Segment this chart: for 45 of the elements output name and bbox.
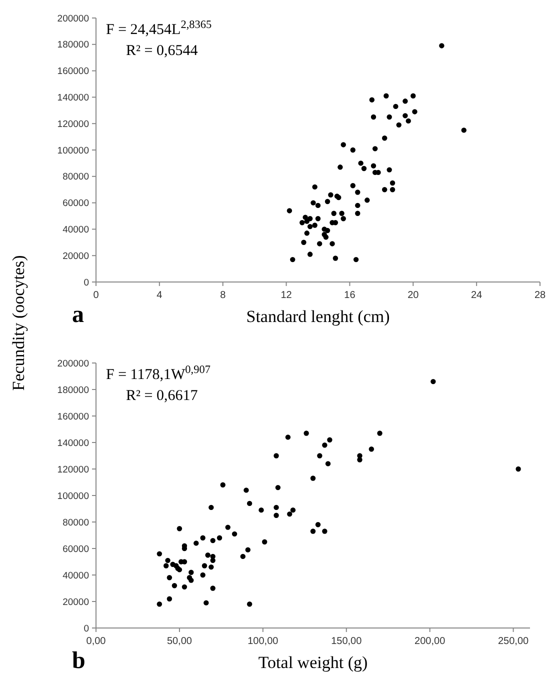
x-tick-label: 200,00 bbox=[414, 636, 446, 647]
y-tick-label: 40000 bbox=[62, 224, 89, 236]
x-axis-title: Standard lenght (cm) bbox=[246, 307, 390, 326]
y-tick-label: 140000 bbox=[57, 92, 89, 104]
annotation: F = 24,454L$^{2,8365}$ bbox=[106, 19, 212, 38]
y-tick-label: 20000 bbox=[62, 250, 89, 262]
y-tick-label: 160000 bbox=[57, 411, 89, 422]
y-tick-label: 140000 bbox=[57, 438, 89, 449]
y-tick-label: 120000 bbox=[57, 464, 89, 476]
annotation: R² = 0,6617 bbox=[126, 388, 198, 404]
x-tick-label: 150,00 bbox=[331, 636, 362, 647]
y-tick-label: 100000 bbox=[57, 145, 89, 156]
y-tick-label: 60000 bbox=[62, 544, 89, 555]
x-tick-label: 50,00 bbox=[166, 636, 192, 647]
x-tick-label: 4 bbox=[156, 290, 163, 301]
x-tick-label: 20 bbox=[408, 290, 420, 301]
x-tick-label: 0 bbox=[93, 290, 100, 301]
y-tick-label: 120000 bbox=[57, 118, 89, 130]
y-tick-label: 200000 bbox=[57, 13, 89, 24]
y-tick-label: 20000 bbox=[62, 596, 89, 608]
x-tick-label: 28 bbox=[534, 290, 546, 301]
y-tick-label: 180000 bbox=[57, 384, 89, 396]
x-tick-label: 16 bbox=[344, 290, 356, 301]
annotation: R² = 0,6544 bbox=[126, 43, 198, 59]
text: a bbox=[72, 302, 84, 328]
y-tick-label: 180000 bbox=[57, 40, 89, 51]
x-tick-label: 12 bbox=[280, 290, 292, 301]
y-tick-label: 0 bbox=[84, 623, 89, 634]
y-axis-title: Fecundity (oocytes) bbox=[9, 255, 28, 391]
annotation: F = 1178,1W$^{0,907}$ bbox=[106, 364, 211, 383]
x-tick-label: 8 bbox=[220, 290, 226, 301]
x-axis-title: Total weight (g) bbox=[258, 653, 368, 672]
x-tick-label: 0,00 bbox=[86, 636, 106, 647]
x-tick-label: 100,00 bbox=[248, 636, 279, 647]
y-tick-label: 200000 bbox=[57, 358, 89, 370]
x-tick-label: 250,00 bbox=[498, 636, 530, 647]
y-tick-label: 40000 bbox=[62, 570, 89, 582]
y-tick-label: 80000 bbox=[62, 517, 89, 528]
y-tick-label: 60000 bbox=[62, 198, 89, 210]
y-tick-label: 160000 bbox=[57, 66, 89, 78]
x-tick-label: 24 bbox=[471, 290, 483, 301]
y-tick-label: 80000 bbox=[62, 172, 89, 183]
text: b bbox=[72, 648, 86, 674]
y-tick-label: 0 bbox=[84, 277, 89, 288]
y-tick-label: 100000 bbox=[57, 490, 89, 502]
